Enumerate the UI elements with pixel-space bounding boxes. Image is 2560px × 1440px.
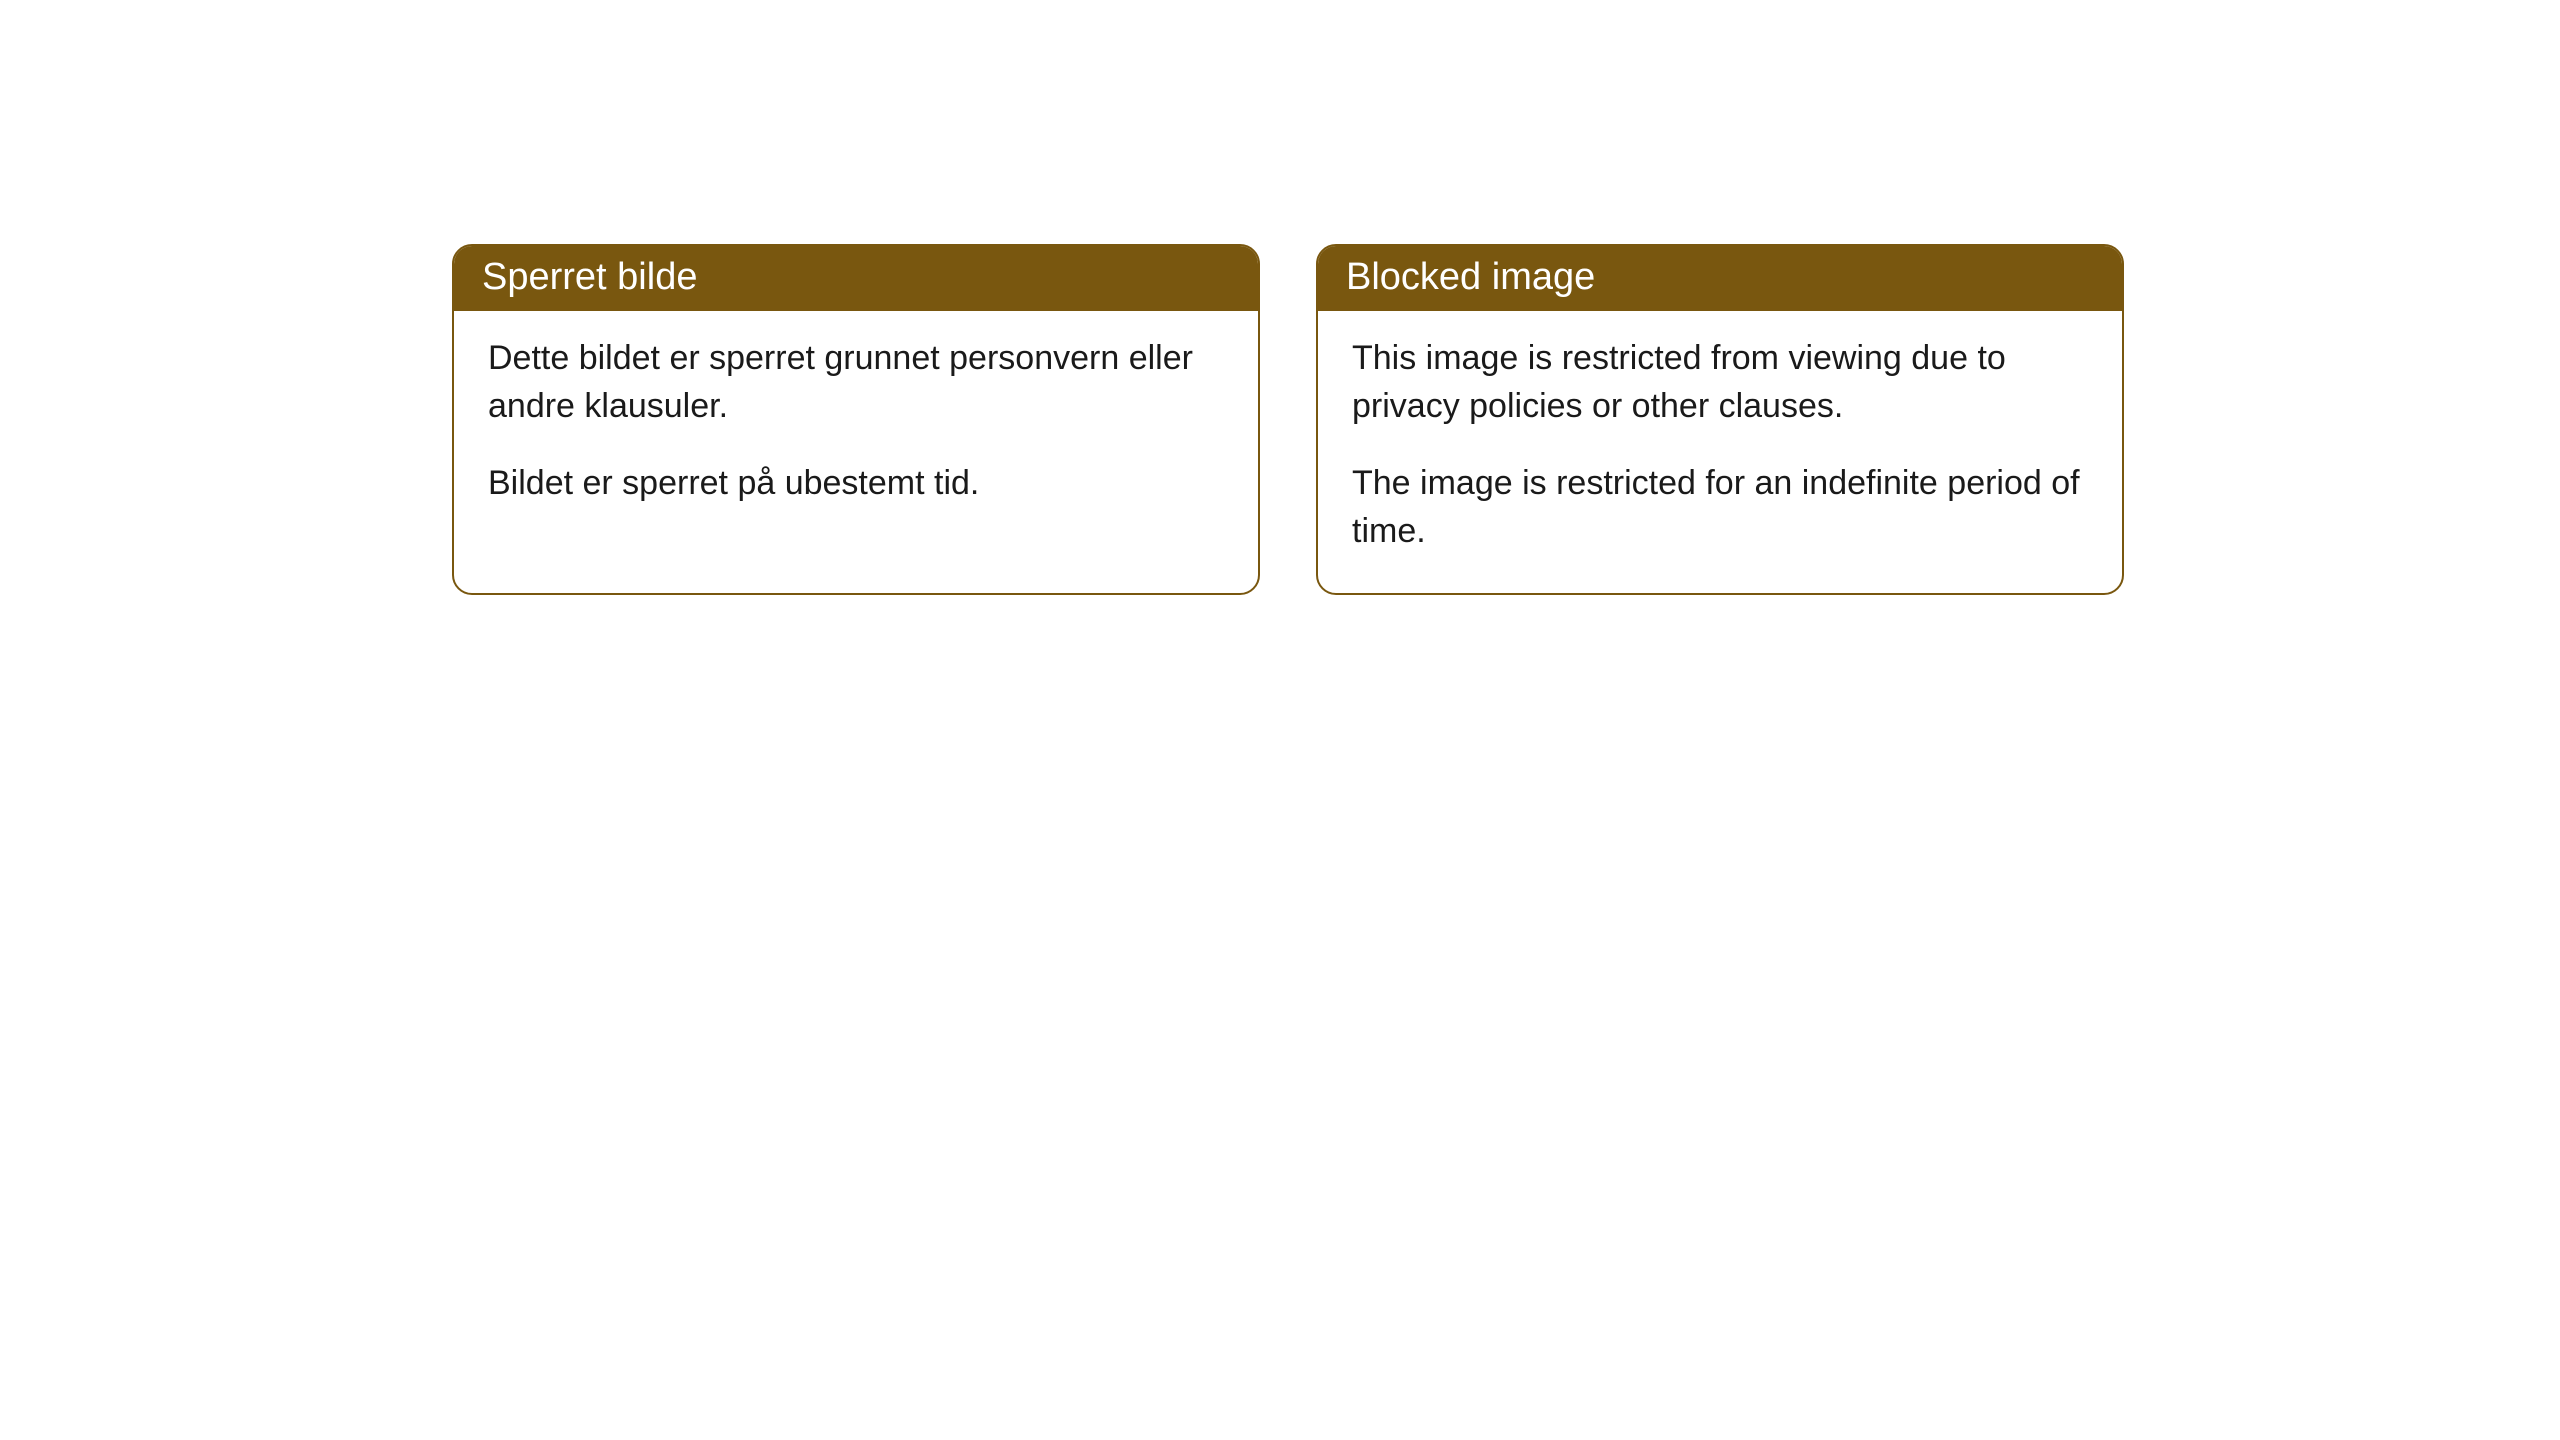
card-paragraph: The image is restricted for an indefinit… bbox=[1352, 460, 2088, 555]
notice-card-norwegian: Sperret bilde Dette bildet er sperret gr… bbox=[452, 244, 1260, 595]
card-header-english: Blocked image bbox=[1318, 246, 2122, 311]
notice-cards-container: Sperret bilde Dette bildet er sperret gr… bbox=[452, 244, 2124, 595]
notice-card-english: Blocked image This image is restricted f… bbox=[1316, 244, 2124, 595]
card-body-english: This image is restricted from viewing du… bbox=[1318, 311, 2122, 593]
card-paragraph: Bildet er sperret på ubestemt tid. bbox=[488, 460, 1224, 508]
card-header-norwegian: Sperret bilde bbox=[454, 246, 1258, 311]
card-body-norwegian: Dette bildet er sperret grunnet personve… bbox=[454, 311, 1258, 546]
card-title: Blocked image bbox=[1346, 256, 1595, 298]
card-paragraph: Dette bildet er sperret grunnet personve… bbox=[488, 335, 1224, 430]
card-paragraph: This image is restricted from viewing du… bbox=[1352, 335, 2088, 430]
card-title: Sperret bilde bbox=[482, 256, 697, 298]
